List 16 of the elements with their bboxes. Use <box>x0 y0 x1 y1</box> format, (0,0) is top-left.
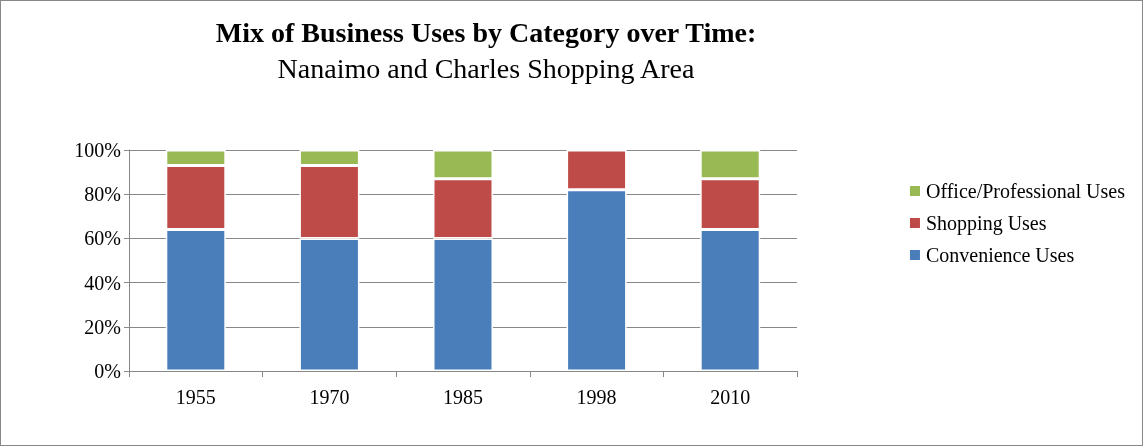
x-tick-label: 2010 <box>710 386 751 408</box>
x-tick-label: 1985 <box>443 386 483 408</box>
legend-label: Office/Professional Uses <box>925 180 1126 202</box>
legend-label: Convenience Uses <box>925 244 1075 266</box>
y-tick-label: 80% <box>84 183 121 206</box>
y-tick-label: 60% <box>84 227 121 250</box>
legend-label: Shopping Uses <box>925 212 1047 235</box>
y-tick-label: 100% <box>74 139 121 161</box>
y-tick-label: 40% <box>84 271 121 294</box>
chart-subtitle: Nanaimo and Charles Shopping Area <box>277 52 695 84</box>
y-tick-label: 20% <box>84 315 121 338</box>
x-tick-label: 1970 <box>309 386 350 408</box>
chart-title: Mix of Business Uses by Category over Time: <box>215 16 757 48</box>
y-tick-label: 0% <box>94 360 121 382</box>
x-tick-label: 1998 <box>576 386 617 408</box>
x-tick-label: 1955 <box>175 386 216 408</box>
